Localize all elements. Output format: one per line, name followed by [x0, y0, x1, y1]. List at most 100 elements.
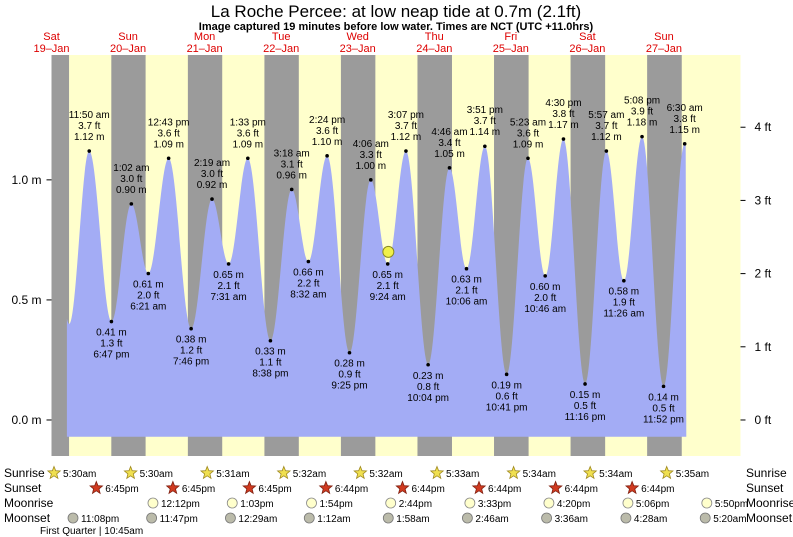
- moonrise-icon: [147, 497, 159, 509]
- tide-label: 9:24 am: [370, 292, 406, 303]
- row-label-left: Moonset: [4, 511, 51, 525]
- tide-label: 0.66 m: [293, 268, 324, 279]
- tide-label: 3.7 ft: [474, 116, 496, 127]
- high-tide-point: [129, 202, 134, 206]
- day-label-dow: Sun: [118, 31, 138, 43]
- day-label-date: 27–Jan: [646, 43, 682, 55]
- tide-label: 12:43 pm: [148, 117, 190, 128]
- day-label-dow: Wed: [347, 31, 369, 43]
- tide-label: 1.12 m: [74, 132, 105, 143]
- sunrise-icon: [429, 465, 445, 480]
- day-label-date: 25–Jan: [493, 43, 529, 55]
- sunset-time: 6:45pm: [258, 484, 291, 495]
- tide-label: 7:46 pm: [173, 357, 209, 368]
- tide-label: 8:32 am: [290, 290, 326, 301]
- sunset-icon: [89, 480, 104, 495]
- tide-label: 1.17 m: [548, 120, 579, 131]
- sunrise-icon: [353, 465, 368, 480]
- y-right-tick-label: 2 ft: [755, 267, 772, 281]
- high-tide-point: [369, 178, 373, 182]
- day-label-dow: Thu: [425, 31, 444, 43]
- tide-label: 9:25 pm: [331, 381, 367, 392]
- tide-label: 3.7 ft: [595, 121, 617, 132]
- sunset-time: 6:44pm: [488, 484, 521, 495]
- sunrise-time: 5:30am: [140, 469, 173, 480]
- sunrise-time: 5:31am: [216, 469, 249, 480]
- tide-label: 3.0 ft: [201, 169, 223, 180]
- sunrise-icon: [659, 465, 674, 480]
- tide-label: 10:06 am: [446, 297, 488, 308]
- tide-label: 0.23 m: [413, 371, 444, 382]
- low-tide-point: [109, 319, 114, 324]
- row-label-right: Moonrise: [746, 496, 793, 510]
- tide-label: 0.61 m: [133, 280, 164, 291]
- current-tide-marker: [382, 245, 395, 258]
- tide-label: 0.28 m: [334, 359, 365, 370]
- low-tide-point: [385, 262, 390, 266]
- low-tide-point: [426, 362, 430, 367]
- y-right-tick-label: 0 ft: [755, 413, 772, 427]
- moonrise-icon: [701, 497, 713, 509]
- high-tide-point: [561, 137, 566, 141]
- low-tide-point: [504, 372, 509, 377]
- tide-label: 11:50 am: [69, 110, 110, 121]
- tide-label: 10:41 pm: [486, 402, 528, 413]
- row-label-right: Moonset: [746, 511, 793, 525]
- sunrise-time: 5:33am: [446, 469, 479, 480]
- tide-label: 1.1 ft: [259, 358, 281, 369]
- moonset-icon: [146, 512, 158, 524]
- sunset-icon: [242, 480, 257, 495]
- moonrise-time: 5:50pm: [715, 499, 748, 510]
- tide-label: 0.15 m: [570, 390, 601, 401]
- day-label-dow: Tue: [272, 31, 291, 43]
- high-tide-point: [210, 197, 214, 201]
- tide-label: 10:46 am: [524, 304, 566, 315]
- sunrise-icon: [199, 465, 215, 480]
- day-label-date: 19–Jan: [33, 43, 69, 55]
- tide-label: 3.7 ft: [395, 121, 417, 132]
- sunset-icon: [624, 480, 640, 495]
- moonset-time: 11:08pm: [81, 514, 119, 525]
- tide-label: 0.63 m: [451, 275, 482, 286]
- tide-area: [66, 136, 687, 437]
- day-label-dow: Sun: [654, 31, 674, 43]
- low-tide-point: [543, 274, 547, 278]
- sunset-time: 6:44pm: [641, 484, 674, 495]
- moonset-time: 5:20am: [713, 514, 746, 525]
- day-label-dow: Fri: [504, 31, 517, 43]
- tide-label: 5:23 am: [510, 117, 546, 128]
- tide-extrema-labels: 11:50 am3.7 ft1.12 m0.41 m1.3 ft6:47 pm1…: [69, 96, 703, 426]
- axes: 0.0 m 0.5 m 1.0 m 0 ft 1 ft 2 ft 3 ft 4 ft: [11, 120, 771, 427]
- tide-label: 0.8 ft: [417, 382, 439, 393]
- tide-label: 2.0 ft: [534, 293, 556, 304]
- tide-label: 11:52 pm: [643, 414, 684, 425]
- y-left-tick-label: 0.0 m: [11, 413, 41, 427]
- tide-label: 3.9 ft: [631, 107, 653, 118]
- moonset-icon: [382, 512, 394, 524]
- low-tide-point: [306, 259, 311, 264]
- tide-label: 5:57 am: [588, 110, 624, 121]
- current-tide-layer: [382, 245, 395, 258]
- sunrise-time: 5:32am: [293, 469, 326, 480]
- tide-label: 3.7 ft: [78, 121, 100, 132]
- low-tide-point: [189, 326, 193, 331]
- y-right-tick-label: 4 ft: [755, 120, 772, 134]
- sunset-icon: [548, 480, 563, 495]
- moonrise-time: 1:03pm: [240, 499, 273, 510]
- tide-label: 1.09 m: [153, 139, 184, 150]
- tide-label: 0.19 m: [491, 380, 522, 391]
- low-tide-point: [622, 278, 626, 283]
- moonrise-time: 12:12pm: [161, 499, 200, 510]
- tide-label: 11:16 pm: [565, 412, 606, 423]
- day-label-date: 22–Jan: [263, 43, 299, 55]
- sunrise-time: 5:30am: [63, 469, 96, 480]
- moonset-icon: [541, 512, 552, 524]
- tide-label: 1.9 ft: [613, 298, 635, 309]
- y-left-tick-label: 1.0 m: [11, 173, 41, 187]
- high-tide-point: [447, 166, 452, 170]
- tide-label: 4:06 am: [353, 139, 389, 150]
- sunrise-time: 5:35am: [676, 469, 709, 480]
- sunset-time: 6:44pm: [335, 484, 368, 495]
- tide-label: 3.8 ft: [552, 109, 574, 120]
